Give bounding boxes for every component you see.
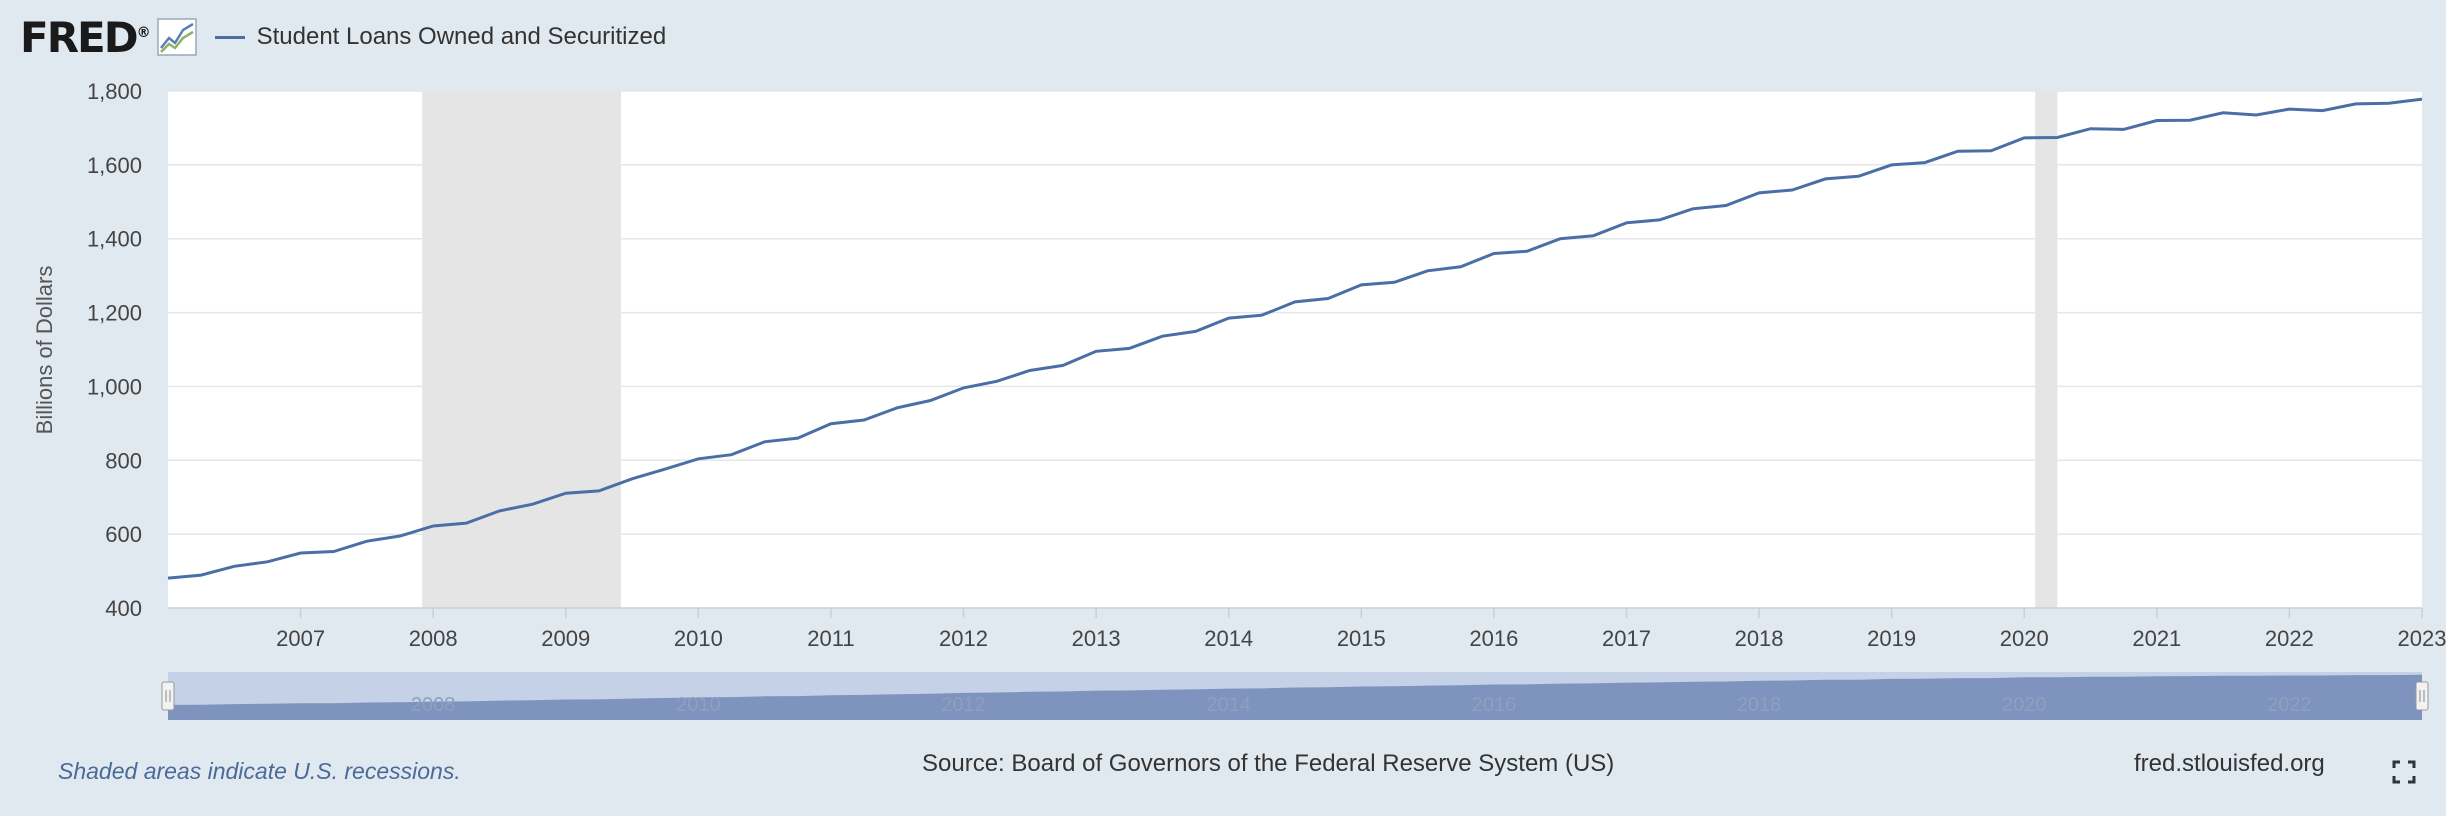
x-tick-label: 2016 [1469, 626, 1518, 651]
chart-header: FRED® Student Loans Owned and Securitize… [20, 12, 666, 62]
x-tick-label: 2022 [2265, 626, 2314, 651]
y-tick-label: 800 [105, 448, 142, 473]
x-tick-label: 2011 [807, 626, 854, 651]
y-tick-label: 600 [105, 522, 142, 547]
fred-chart-icon[interactable] [156, 18, 197, 56]
y-axis-ticks-group: 400 600 800 1,000 1,200 1,400 1,600 1,800 [87, 79, 142, 621]
legend-label: Student Loans Owned and Securitized [256, 23, 667, 50]
recession-note[interactable]: Shaded areas indicate U.S. recessions. [58, 758, 461, 784]
x-tick-label: 2021 [2132, 626, 2181, 651]
y-tick-label: 1,400 [87, 227, 142, 252]
navigator-tick-label: 2012 [941, 694, 986, 716]
recession-band [2035, 91, 2058, 608]
x-tick-label: 2012 [939, 626, 988, 651]
x-tick-label: 2020 [2000, 626, 2049, 651]
series-line[interactable] [167, 97, 2423, 580]
navigator-right-handle[interactable] [2415, 681, 2429, 711]
y-axis-label: Billions of Dollars [32, 266, 57, 435]
navigator-tick-label: 2008 [411, 694, 456, 716]
x-tick-label: 2023 [2398, 626, 2446, 651]
x-tick-label: 2008 [409, 626, 458, 651]
navigator-tick-label: 2014 [1206, 694, 1251, 716]
site-link[interactable]: fred.stlouisfed.org [2134, 750, 2325, 777]
gridlines-group [168, 90, 2422, 609]
x-tick-label: 2007 [276, 626, 325, 651]
x-tick-label: 2010 [674, 626, 723, 651]
x-axis-ticks-group: 2007 2008 2009 2010 2011 2012 2013 2014 2015 2016… [276, 608, 2446, 651]
navigator-ticks-group: 2008 2010 2012 2014 2016 2018 2020 2022 [411, 694, 2312, 716]
fred-logo-mark: ® [136, 24, 151, 41]
x-tick-label: 2017 [1602, 626, 1651, 651]
recession-band [422, 91, 622, 608]
navigator-left-handle[interactable] [161, 681, 175, 711]
x-tick-label: 2014 [1204, 626, 1253, 651]
y-tick-label: 1,800 [87, 79, 142, 104]
range-navigator[interactable]: 2008 2010 2012 2014 2016 2018 2020 2022 [161, 672, 2429, 720]
chart-legend[interactable]: Student Loans Owned and Securitized [214, 23, 667, 51]
navigator-tick-label: 2010 [676, 694, 721, 716]
y-tick-label: 400 [105, 596, 142, 621]
x-tick-label: 2018 [1735, 626, 1784, 651]
x-tick-label: 2009 [541, 626, 590, 651]
navigator-tick-label: 2018 [1737, 694, 1782, 716]
source-text: Source: Board of Governors of the Federa… [922, 750, 1615, 777]
y-tick-label: 1,600 [87, 153, 142, 178]
navigator-tick-label: 2016 [1472, 694, 1517, 716]
x-tick-label: 2013 [1072, 626, 1121, 651]
fred-logo[interactable]: FRED® [20, 13, 151, 62]
x-tick-label: 2019 [1867, 626, 1916, 651]
navigator-tick-label: 2022 [2267, 694, 2312, 716]
x-tick-label: 2015 [1337, 626, 1386, 651]
recession-shading-group [168, 91, 2422, 608]
fullscreen-icon[interactable] [2392, 760, 2416, 784]
fred-logo-text: FRED [20, 12, 139, 62]
navigator-series-area [168, 674, 2422, 720]
y-tick-label: 1,200 [87, 301, 142, 326]
legend-swatch [214, 35, 245, 39]
y-tick-label: 1,000 [87, 374, 142, 399]
navigator-tick-label: 2020 [2002, 694, 2047, 716]
